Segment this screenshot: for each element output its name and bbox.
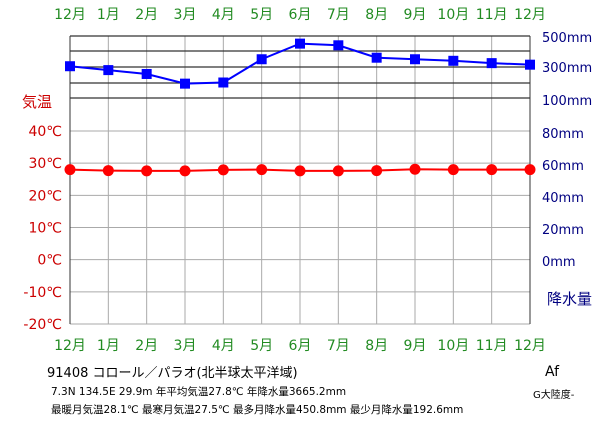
month-label-top: 3月 xyxy=(174,7,197,23)
temperature-point xyxy=(256,164,268,176)
month-label-bottom: 10月 xyxy=(437,338,469,354)
precipitation-point xyxy=(525,59,535,70)
temperature-point xyxy=(409,163,421,175)
precipitation-point xyxy=(65,61,75,72)
temperature-tick-label: 10℃ xyxy=(28,221,62,237)
precipitation-point xyxy=(103,65,114,76)
month-label-bottom: 7月 xyxy=(327,338,350,354)
temperature-point xyxy=(64,164,76,176)
month-label-top: 8月 xyxy=(365,7,388,23)
precipitation-series xyxy=(65,38,535,89)
month-label-bottom: 2月 xyxy=(135,338,158,354)
month-label-top: 2月 xyxy=(135,7,158,23)
temperature-tick-label: 20℃ xyxy=(28,188,62,204)
precipitation-tick-label: 60mm xyxy=(542,159,584,174)
temperature-axis-label: 気温 xyxy=(22,93,52,111)
temperature-point xyxy=(332,165,344,177)
month-labels-top: 12月 1月 2月 3月 4月 5月 6月 7月 8月 9月 10月 11月 12月 xyxy=(54,7,546,23)
temperature-point xyxy=(102,165,114,177)
month-label-top: 12月 xyxy=(54,7,86,23)
month-label-bottom: 3月 xyxy=(174,338,197,354)
temperature-series xyxy=(64,163,536,177)
precipitation-point xyxy=(410,54,420,65)
precipitation-point xyxy=(295,38,305,49)
month-label-top: 9月 xyxy=(404,7,427,23)
month-label-bottom: 1月 xyxy=(97,338,120,354)
precipitation-axis-label: 降水量 xyxy=(547,290,592,308)
precipitation-point xyxy=(448,55,459,66)
climate-chart: 12月 1月 2月 3月 4月 5月 6月 7月 8月 9月 10月 11月 12月 12月 1月 2月 3月… xyxy=(22,7,592,354)
precipitation-axis-ticks: 500mm 300mm 100mm 80mm 60mm 40mm 20mm 0mm xyxy=(542,31,592,270)
month-label-bottom: 11月 xyxy=(476,338,508,354)
temperature-tick-label: 0℃ xyxy=(37,253,62,269)
month-label-bottom: 5月 xyxy=(250,338,273,354)
temperature-point xyxy=(141,165,153,177)
month-label-top: 6月 xyxy=(289,7,312,23)
temperature-point xyxy=(447,164,459,176)
temperature-point xyxy=(486,164,498,176)
precipitation-point xyxy=(180,78,190,89)
temperature-axis-ticks: 40℃ 30℃ 20℃ 10℃ 0℃ -10℃ -20℃ xyxy=(23,124,62,333)
temperature-point xyxy=(524,164,536,176)
station-summary: 7.3N 134.5E 29.9m 年平均気温27.8℃ 年降水量3665.2m… xyxy=(51,386,347,398)
month-label-bottom: 8月 xyxy=(365,338,388,354)
month-label-top: 4月 xyxy=(212,7,235,23)
temperature-point xyxy=(179,165,191,177)
temperature-point xyxy=(217,164,229,176)
temperature-point xyxy=(294,165,306,177)
climate-code: Af xyxy=(545,364,560,380)
temperature-tick-label: 30℃ xyxy=(28,156,62,172)
precipitation-tick-label: 80mm xyxy=(542,127,584,142)
month-label-top: 7月 xyxy=(327,7,350,23)
month-label-bottom: 9月 xyxy=(404,338,427,354)
precipitation-tick-label: 0mm xyxy=(542,255,576,270)
precipitation-tick-label: 300mm xyxy=(542,61,592,76)
month-label-top: 11月 xyxy=(476,7,508,23)
precipitation-point xyxy=(256,54,267,65)
chart-grid xyxy=(69,35,531,325)
precipitation-tick-label: 100mm xyxy=(542,94,592,109)
month-label-bottom: 12月 xyxy=(514,338,546,354)
precipitation-point xyxy=(333,40,344,51)
climate-zone: G大陸度- xyxy=(533,390,575,401)
month-label-top: 12月 xyxy=(514,7,546,23)
station-name: 91408 コロール／パラオ(北半球太平洋域) xyxy=(47,366,298,381)
month-label-top: 1月 xyxy=(97,7,120,23)
month-label-top: 5月 xyxy=(250,7,273,23)
month-label-bottom: 12月 xyxy=(54,338,86,354)
precipitation-tick-label: 20mm xyxy=(542,223,584,238)
precipitation-point xyxy=(371,52,382,63)
temperature-point xyxy=(371,165,383,177)
month-label-top: 10月 xyxy=(437,7,469,23)
temperature-tick-label: -10℃ xyxy=(23,285,62,301)
temperature-tick-label: 40℃ xyxy=(28,124,62,140)
month-labels-bottom: 12月 1月 2月 3月 4月 5月 6月 7月 8月 9月 10月 11月 12月 xyxy=(54,338,546,354)
station-extremes: 最暖月気温28.1℃ 最寒月気温27.5℃ 最多月降水量450.8mm 最少月降… xyxy=(51,404,464,416)
temperature-tick-label: -20℃ xyxy=(23,317,62,333)
precipitation-point xyxy=(141,68,152,79)
month-label-bottom: 4月 xyxy=(212,338,235,354)
precipitation-point xyxy=(486,58,497,69)
precipitation-tick-label: 500mm xyxy=(542,31,592,46)
month-label-bottom: 6月 xyxy=(289,338,312,354)
precipitation-tick-label: 40mm xyxy=(542,191,584,206)
precipitation-point xyxy=(218,77,229,88)
